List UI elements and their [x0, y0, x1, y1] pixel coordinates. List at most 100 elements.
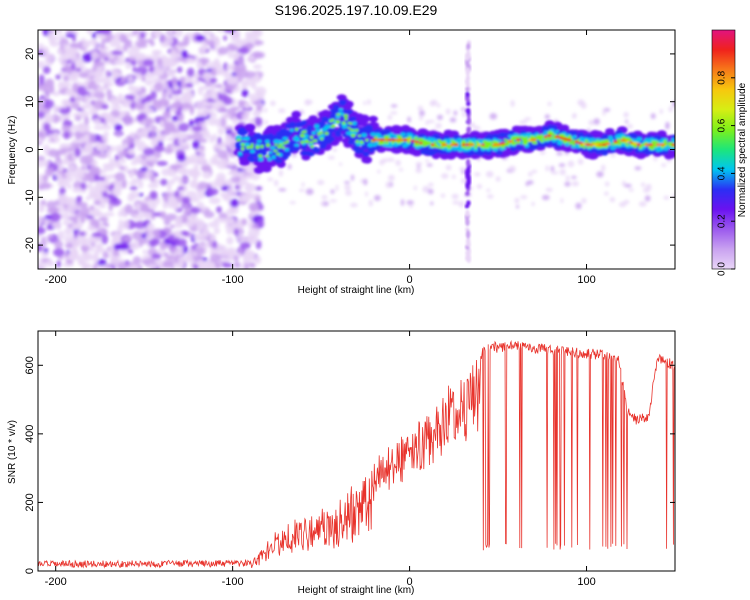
noise-blob: [242, 112, 250, 122]
noise-blob: [239, 63, 247, 74]
noise-blob: [53, 104, 58, 114]
noise-blob: [249, 120, 255, 125]
noise-blob: [38, 243, 42, 252]
ridge-core: [554, 135, 560, 139]
ridge-blob: [413, 136, 419, 140]
spectrogram-y-axis-label: Frequency (Hz): [7, 116, 18, 185]
noise-blob: [588, 119, 595, 126]
ridge-blob: [498, 132, 507, 138]
spike-blob: [465, 191, 470, 196]
ridge-core: [411, 139, 416, 143]
noise-blob: [255, 209, 261, 214]
noise-blob: [38, 262, 42, 269]
spike-blob: [465, 181, 470, 190]
ridge-blob: [587, 153, 599, 160]
spike-blob: [466, 43, 471, 50]
noise-blob: [264, 120, 269, 125]
ridge-blob: [281, 146, 286, 149]
noise-blob: [210, 253, 219, 263]
ridge-blob: [291, 110, 302, 119]
ridge-blob: [437, 139, 442, 143]
noise-blob: [550, 171, 559, 175]
noise-blob: [91, 232, 103, 238]
noise-blob: [68, 234, 75, 244]
noise-blob: [243, 254, 248, 261]
noise-blob: [193, 233, 203, 242]
ridge-blob: [335, 120, 341, 124]
noise-blob: [244, 185, 252, 191]
ridge-blob: [464, 147, 469, 150]
ridge-blob: [315, 128, 321, 133]
noise-blob: [178, 167, 188, 176]
ridge-blob: [391, 125, 401, 133]
noise-blob: [202, 170, 212, 179]
ridge-blob: [547, 131, 551, 135]
x-tick-label: -100: [222, 274, 244, 286]
ridge-blob: [617, 142, 622, 146]
noise-blob: [61, 124, 71, 133]
figure-title: S196.2025.197.10.09.E29: [275, 2, 438, 18]
ridge-blob: [319, 143, 327, 150]
ridge-blob: [402, 143, 408, 148]
spike-blob: [465, 91, 470, 98]
ridge-blob: [347, 126, 351, 129]
ridge-blob: [595, 140, 600, 144]
noise-blob: [248, 251, 256, 259]
noise-blob: [224, 257, 232, 263]
noise-blob: [231, 170, 240, 177]
noise-blob: [173, 30, 183, 38]
noise-blob: [226, 236, 234, 245]
noise-blob: [248, 168, 255, 173]
noise-blob: [101, 38, 112, 43]
ridge-blob: [249, 146, 254, 149]
ridge-core: [492, 143, 498, 146]
ridge-blob: [247, 136, 255, 141]
noise-blob: [148, 203, 157, 211]
ridge-blob: [242, 149, 251, 154]
noise-blob: [46, 200, 56, 210]
noise-blob: [72, 82, 79, 93]
spectrogram-x-axis-label: Height of straight line (km): [298, 285, 415, 296]
noise-blob: [125, 135, 133, 145]
ridge-blob: [282, 136, 289, 141]
noise-blob: [440, 193, 446, 198]
spike-blob: [465, 158, 471, 167]
noise-blob: [38, 60, 46, 69]
ridge-blob: [615, 130, 624, 135]
noise-blob: [182, 196, 191, 205]
ridge-blob: [641, 143, 646, 146]
noise-blob: [257, 219, 265, 228]
noise-blob: [335, 184, 339, 192]
noise-blob: [426, 163, 433, 167]
noise-blob: [197, 263, 208, 269]
ridge-blob: [365, 138, 369, 142]
noise-blob: [192, 140, 200, 150]
noise-blob: [194, 34, 206, 42]
noise-blob: [70, 54, 78, 62]
noise-blob: [153, 30, 164, 37]
ridge-blob: [323, 137, 331, 143]
noise-blob: [52, 91, 61, 97]
ridge-blob: [664, 152, 674, 160]
noise-blob: [122, 43, 128, 52]
noise-blob: [136, 170, 147, 179]
noise-blob: [66, 205, 72, 214]
ridge-blob: [524, 126, 536, 133]
ridge-blob: [508, 130, 515, 136]
noise-blob: [292, 153, 297, 158]
ridge-blob: [292, 137, 299, 141]
noise-blob: [672, 101, 675, 108]
ridge-blob: [557, 141, 563, 145]
ridge-blob: [274, 143, 279, 146]
noise-blob: [144, 94, 153, 103]
ridge-blob: [238, 131, 246, 136]
noise-blob: [77, 41, 83, 50]
noise-blob: [149, 174, 156, 182]
ridge-blob: [474, 146, 478, 149]
ridge-blob: [285, 140, 289, 144]
noise-blob: [386, 157, 395, 162]
noise-blob: [425, 120, 429, 125]
noise-blob: [209, 197, 221, 205]
noise-blob: [92, 107, 97, 112]
noise-blob: [114, 154, 120, 163]
